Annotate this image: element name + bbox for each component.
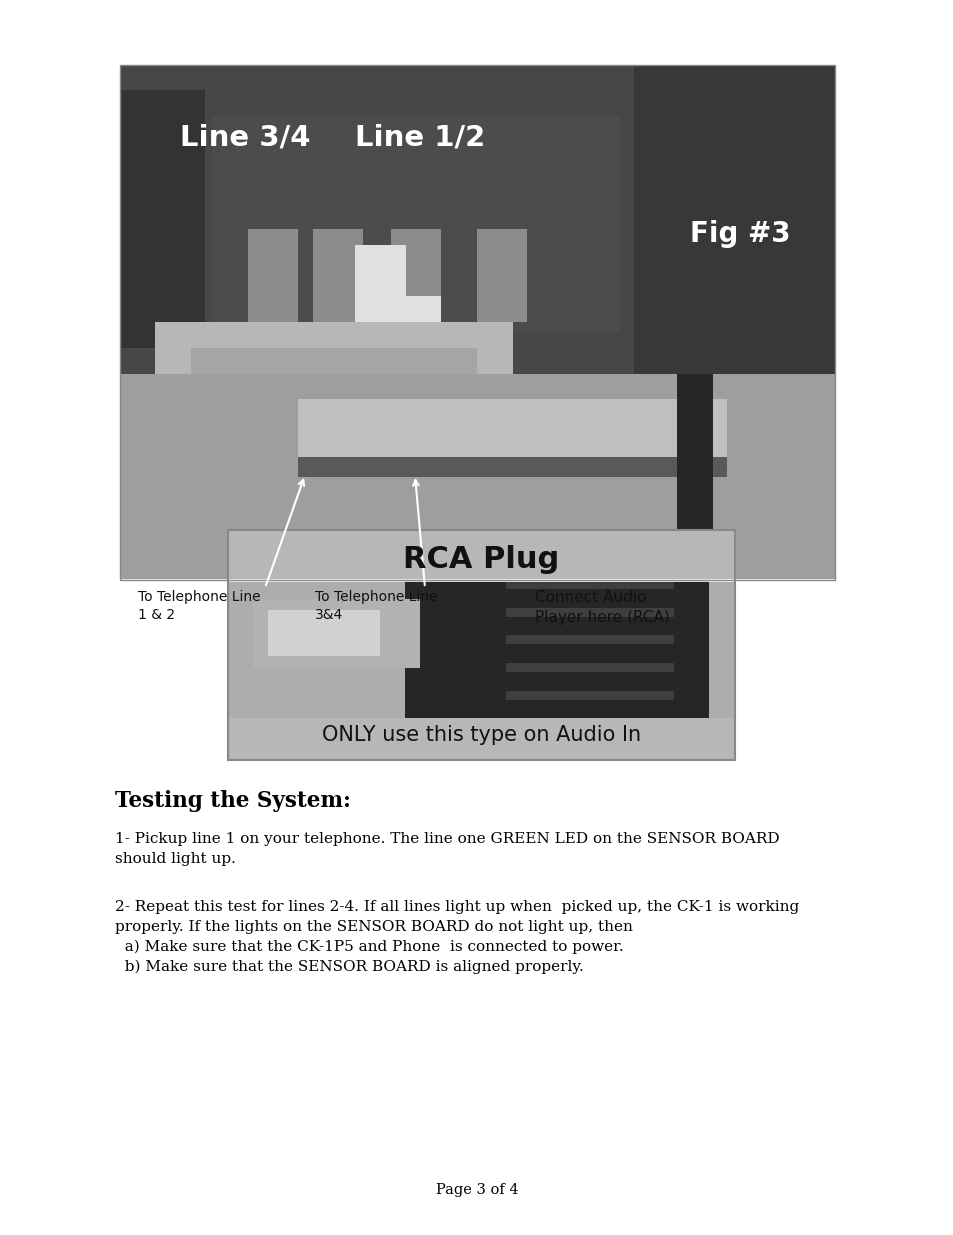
Text: 1- Pickup line 1 on your telephone. The line one GREEN LED on the SENSOR BOARD
s: 1- Pickup line 1 on your telephone. The … xyxy=(115,832,779,866)
Bar xyxy=(120,65,834,580)
Bar xyxy=(228,530,734,760)
Text: 2- Repeat this test for lines 2-4. If all lines light up when  picked up, the CK: 2- Repeat this test for lines 2-4. If al… xyxy=(115,900,799,973)
Text: Testing the System:: Testing the System: xyxy=(115,790,351,811)
Text: Page 3 of 4: Page 3 of 4 xyxy=(436,1183,517,1197)
Text: RCA Plug: RCA Plug xyxy=(403,545,559,574)
Text: Line 3/4: Line 3/4 xyxy=(180,124,310,151)
Text: Line 1/2: Line 1/2 xyxy=(355,124,485,151)
Text: ONLY use this type on Audio In: ONLY use this type on Audio In xyxy=(321,725,640,745)
Text: Fig #3: Fig #3 xyxy=(689,220,790,248)
Text: To Telephone Line
1 & 2: To Telephone Line 1 & 2 xyxy=(138,590,260,622)
Text: Connect Audio
Player here (RCA): Connect Audio Player here (RCA) xyxy=(535,590,669,625)
Text: To Telephone Line
3&4: To Telephone Line 3&4 xyxy=(314,590,437,622)
